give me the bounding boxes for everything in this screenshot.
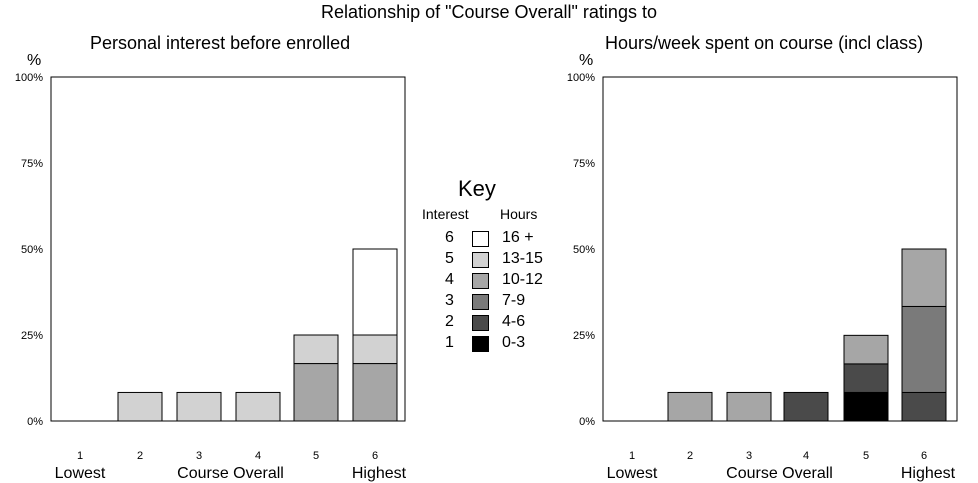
- x-low-label: Lowest: [55, 465, 106, 482]
- right-panel-title: Hours/week spent on course (incl class): [605, 33, 924, 53]
- bar-segment: [901, 391, 947, 422]
- x-tick-label: 6: [372, 450, 378, 462]
- y-tick-label: 100%: [567, 72, 595, 84]
- legend-row: 6 16 +: [420, 229, 560, 249]
- bar-segment: [176, 391, 222, 422]
- bar-segment: [726, 391, 772, 422]
- legend-interest-value: 3: [445, 292, 454, 309]
- y-tick-label: 75%: [573, 158, 595, 170]
- bar-segment: [843, 391, 889, 422]
- bar-segment: [293, 363, 339, 422]
- legend-swatch: [472, 231, 489, 247]
- bar-segment: [843, 363, 889, 393]
- y-tick-label: 100%: [15, 72, 43, 84]
- bar-segment: [352, 248, 398, 336]
- x-axis-label: Course Overall: [177, 465, 284, 482]
- x-axis-label: Course Overall: [726, 465, 833, 482]
- legend-swatch: [472, 252, 489, 268]
- bar-segment: [901, 305, 947, 393]
- bar-segment: [293, 334, 339, 365]
- legend-hours-header: Hours: [500, 206, 538, 222]
- legend-interest-value: 6: [445, 229, 454, 246]
- legend-swatch: [472, 336, 489, 352]
- bar-segment: [352, 334, 398, 365]
- legend-swatch: [472, 273, 489, 289]
- legend-hours-value: 0-3: [502, 334, 526, 351]
- x-tick-label: 4: [803, 450, 809, 462]
- x-tick-label: 1: [629, 450, 635, 462]
- x-tick-label: 5: [863, 450, 869, 462]
- bar-segment: [235, 391, 281, 422]
- x-low-label: Lowest: [607, 465, 658, 482]
- legend-title: Key: [458, 176, 496, 201]
- bar-segment: [901, 248, 947, 307]
- legend-row: 1 0-3: [420, 334, 560, 354]
- legend-hours-value: 16 +: [502, 229, 534, 246]
- x-tick-label: 3: [196, 450, 202, 462]
- x-tick-label: 2: [687, 450, 693, 462]
- y-tick-label: 0%: [579, 416, 595, 428]
- legend-interest-value: 4: [445, 271, 454, 288]
- plot-frame: [50, 76, 406, 422]
- legend-row: 3 7-9: [420, 292, 560, 312]
- legend-row: 2 4-6: [420, 313, 560, 333]
- x-tick-label: 2: [137, 450, 143, 462]
- legend-interest-header: Interest: [422, 206, 469, 222]
- legend-hours-value: 13-15: [502, 250, 543, 267]
- legend-hours-value: 7-9: [502, 292, 526, 309]
- legend-interest-value: 1: [445, 334, 454, 351]
- y-tick-label: 75%: [21, 158, 43, 170]
- x-tick-label: 5: [313, 450, 319, 462]
- y-tick-label: 0%: [27, 416, 43, 428]
- legend-swatch: [472, 294, 489, 310]
- y-tick-label: 25%: [21, 330, 43, 342]
- legend-interest-value: 5: [445, 250, 454, 267]
- bar-segment: [667, 391, 713, 422]
- y-tick-label: 50%: [573, 244, 595, 256]
- plot-frame: [602, 76, 958, 422]
- y-tick-label: 50%: [21, 244, 43, 256]
- legend-swatch: [472, 315, 489, 331]
- right-y-unit: %: [579, 52, 594, 69]
- x-high-label: Highest: [352, 465, 407, 482]
- bar-segment: [352, 363, 398, 422]
- bar-segment: [117, 391, 163, 422]
- x-tick-label: 3: [746, 450, 752, 462]
- x-tick-label: 1: [77, 450, 83, 462]
- left-y-unit: %: [27, 52, 42, 69]
- x-high-label: Highest: [901, 465, 956, 482]
- legend-hours-value: 10-12: [502, 271, 543, 288]
- legend-hours-value: 4-6: [502, 313, 526, 330]
- legend-row: 4 10-12: [420, 271, 560, 291]
- bar-segment: [843, 334, 889, 365]
- y-tick-label: 25%: [573, 330, 595, 342]
- x-tick-label: 6: [921, 450, 927, 462]
- x-tick-label: 4: [255, 450, 261, 462]
- bar-segment: [783, 391, 829, 422]
- legend-interest-value: 2: [445, 313, 454, 330]
- legend-row: 5 13-15: [420, 250, 560, 270]
- chart-main-title: Relationship of "Course Overall" ratings…: [321, 2, 657, 22]
- left-panel-title: Personal interest before enrolled: [90, 33, 351, 53]
